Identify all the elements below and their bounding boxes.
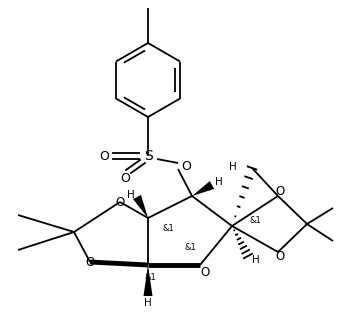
Polygon shape: [143, 265, 153, 296]
Text: H: H: [229, 162, 237, 172]
Text: O: O: [115, 196, 125, 209]
Text: &1: &1: [162, 223, 174, 232]
Text: &1: &1: [184, 244, 196, 253]
Text: O: O: [181, 160, 191, 172]
Text: H: H: [127, 190, 135, 200]
Polygon shape: [192, 181, 214, 196]
Text: S: S: [143, 149, 152, 163]
Text: O: O: [85, 256, 95, 268]
Text: O: O: [200, 265, 210, 278]
Text: H: H: [144, 298, 152, 308]
Text: O: O: [275, 184, 285, 198]
Text: &1: &1: [249, 215, 261, 224]
Text: O: O: [99, 150, 109, 163]
Text: &1: &1: [144, 272, 156, 281]
Text: H: H: [215, 177, 223, 187]
Text: O: O: [275, 251, 285, 263]
Text: H: H: [252, 255, 260, 265]
Polygon shape: [133, 195, 148, 218]
Text: O: O: [120, 171, 130, 184]
